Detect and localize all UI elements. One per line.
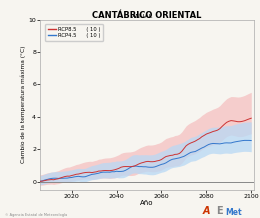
Legend: RCP8.5      ( 10 ), RCP4.5      ( 10 ): RCP8.5 ( 10 ), RCP4.5 ( 10 ) xyxy=(45,24,103,41)
Text: E: E xyxy=(216,206,222,216)
Y-axis label: Cambio de la temperatura máxima (°C): Cambio de la temperatura máxima (°C) xyxy=(20,46,25,163)
Text: Met: Met xyxy=(225,208,242,217)
X-axis label: Año: Año xyxy=(140,200,154,206)
Text: © Agencia Estatal de Meteorología: © Agencia Estatal de Meteorología xyxy=(5,213,67,217)
Text: ANUAL: ANUAL xyxy=(132,14,154,19)
Text: A: A xyxy=(203,206,210,216)
Title: CANTÁBRICO ORIENTAL: CANTÁBRICO ORIENTAL xyxy=(92,11,202,20)
